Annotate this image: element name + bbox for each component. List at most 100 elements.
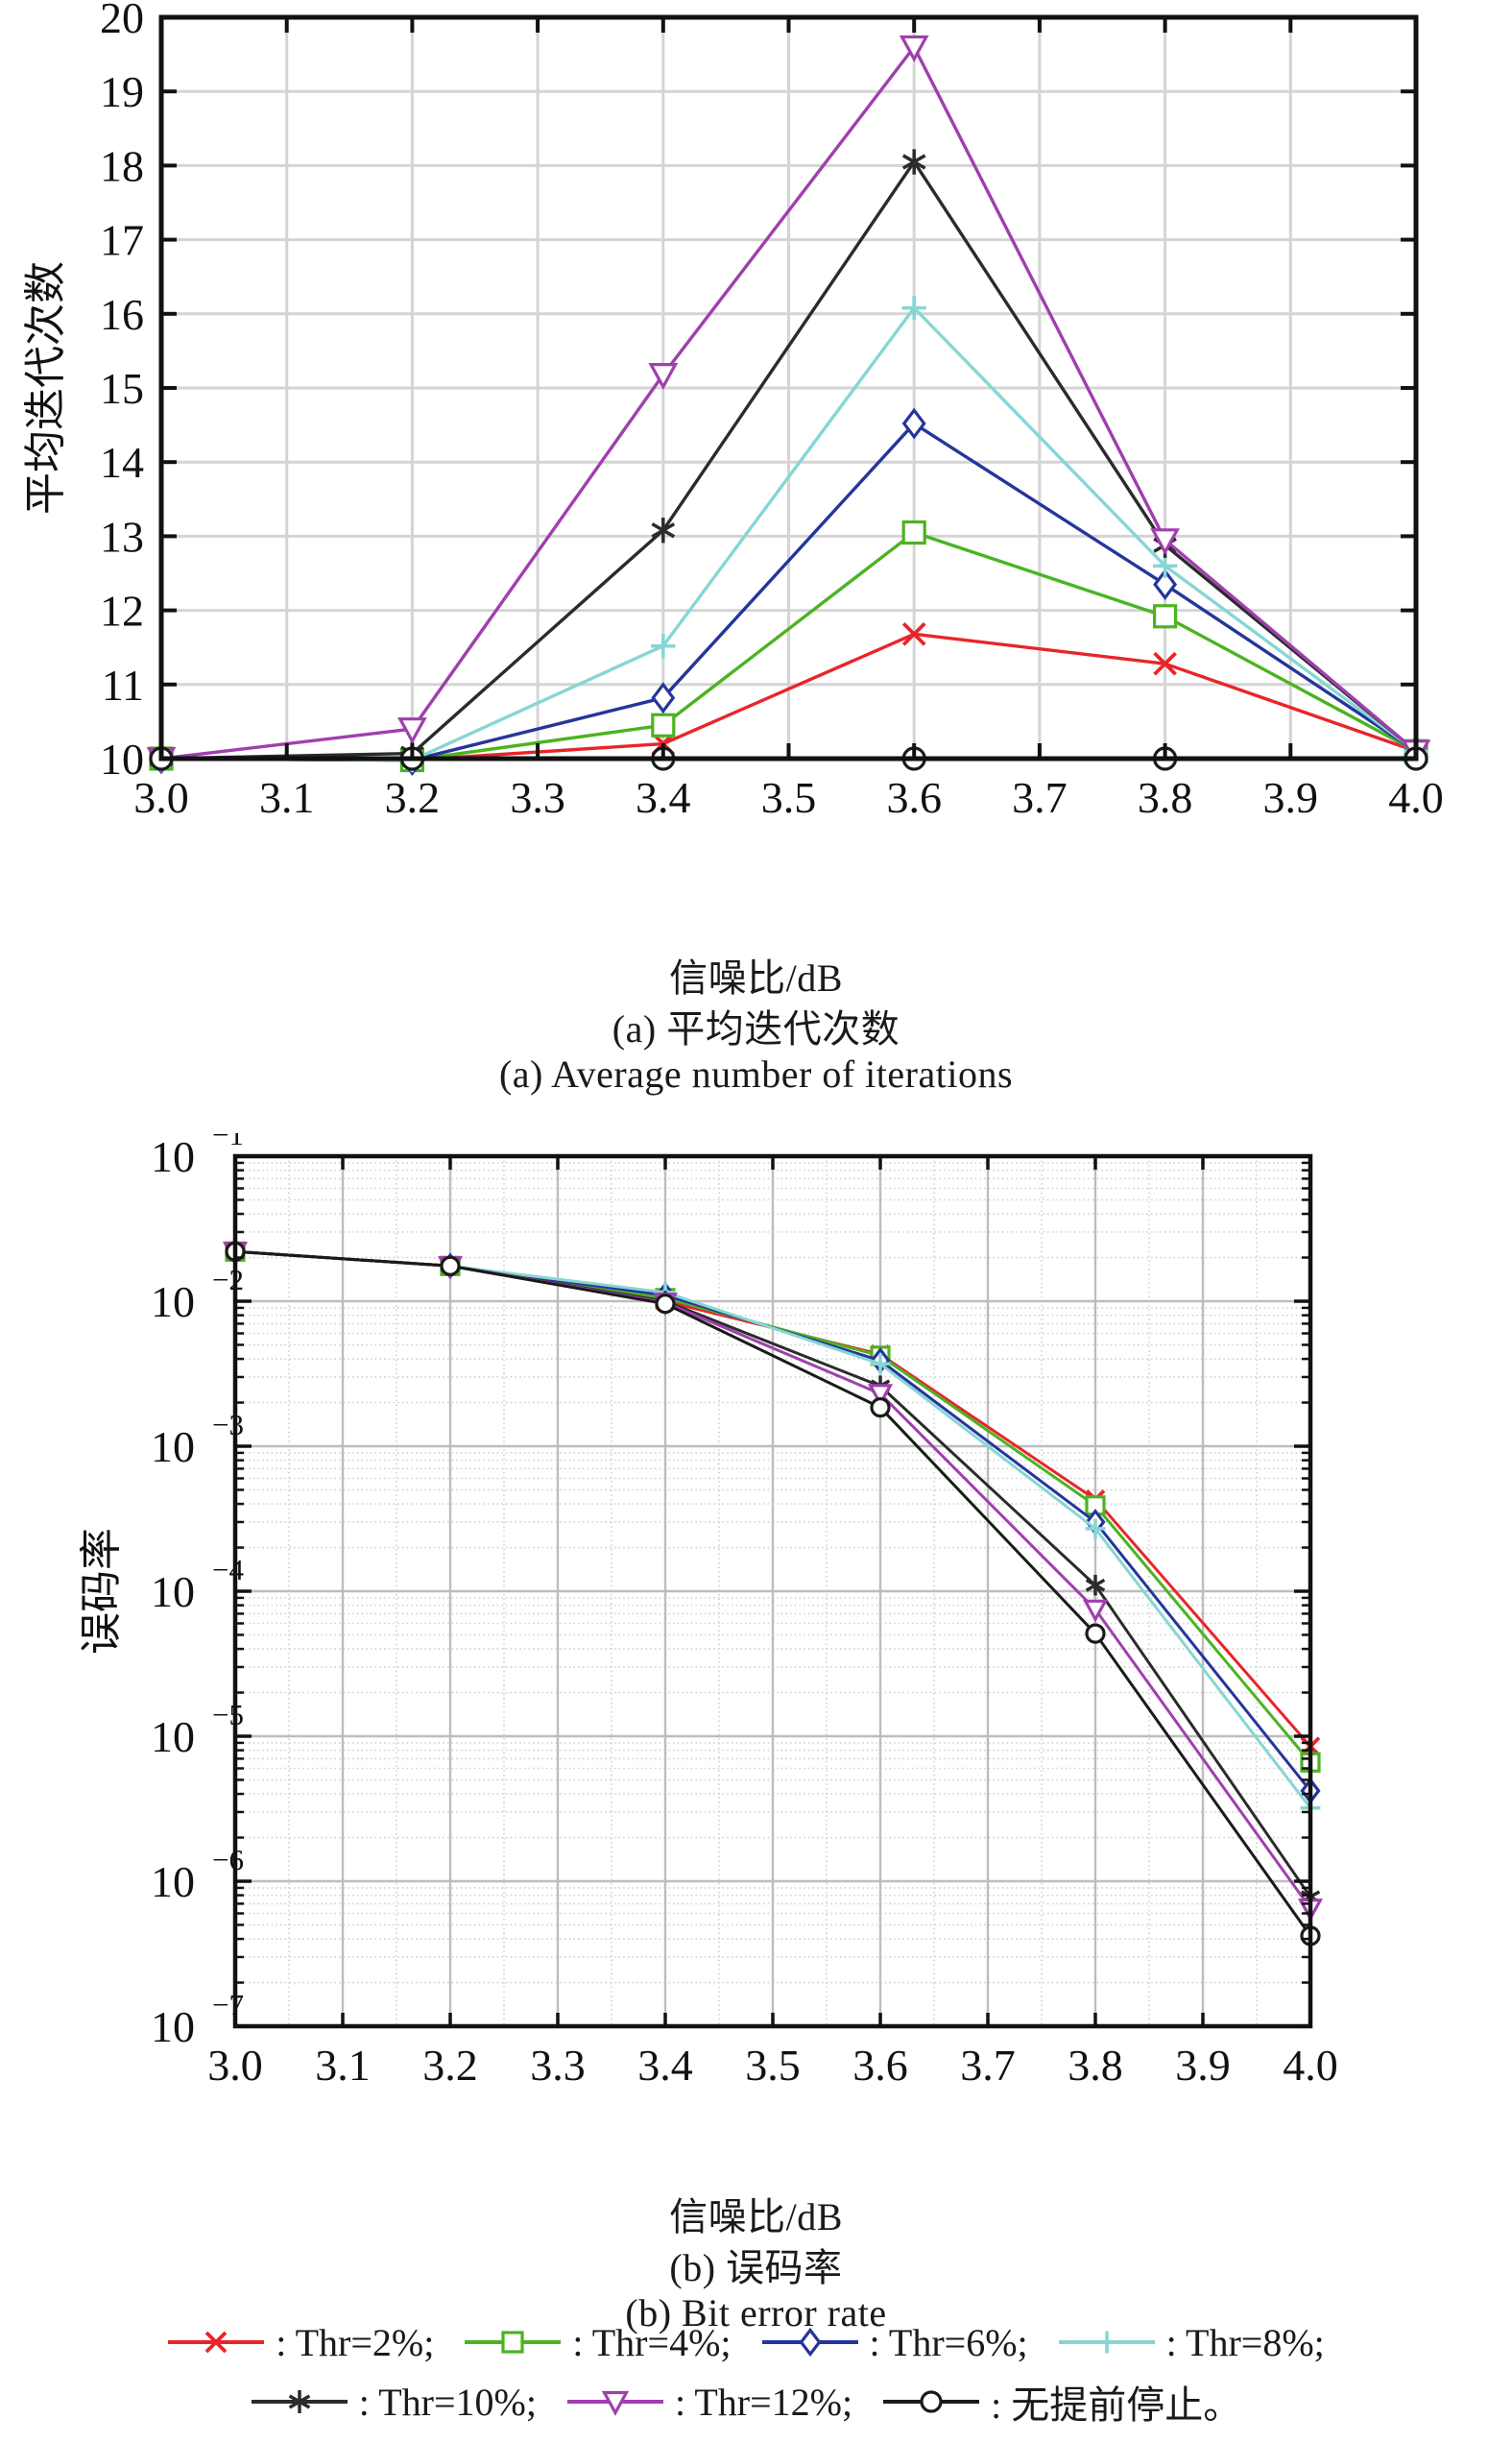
asterisk-marker: [288, 2390, 311, 2413]
chart-a: 3.0 3.1 3.2 3.3 3.4 3.5 3.6 3.7 3.8 3.9 4.0 10 11 12 1…: [22, 0, 1444, 822]
legend-entry: : Thr=4%;: [459, 2320, 756, 2365]
y-tick-label: 11: [102, 661, 144, 710]
x-marker: [1153, 651, 1177, 676]
panel-b-xlabel: 信噪比/dB: [669, 2195, 843, 2238]
svg-text:10: 10: [151, 1422, 195, 1471]
x-marker: [204, 2331, 228, 2354]
x-tick-label: 3.5: [745, 2041, 801, 2090]
circle-marker: [1085, 1623, 1106, 1644]
diamond-marker: [651, 682, 676, 714]
plus-marker: [651, 634, 676, 659]
svg-text:10: 10: [151, 1133, 195, 1181]
legend-x-marker: [168, 2331, 265, 2354]
asterisk-marker: [651, 518, 676, 544]
y-tick-label: 10 −1: [151, 1133, 244, 1181]
legend-entry: : Thr=8%;: [1053, 2320, 1350, 2365]
svg-text:10: 10: [151, 1857, 195, 1906]
legend-entry: : Thr=12%;: [562, 2380, 877, 2425]
square-marker: [901, 520, 926, 545]
panel-b-caption: (b) 误码率 (b) Bit error rate: [0, 2245, 1512, 2335]
x-tick-label: 3.1: [315, 2041, 371, 2090]
chart-b: 3.0 3.1 3.2 3.3 3.4 3.5 3.6 3.7 3.8 3.9 4.010 −110−…: [78, 1133, 1338, 2090]
panel-a-caption-cn: (a) 平均迭代次数: [612, 1007, 900, 1051]
y-tick-label: 10 −2: [151, 1263, 244, 1326]
y-tick-label: 16: [100, 290, 144, 339]
plus-marker: [901, 295, 926, 321]
svg-text:−7: −7: [212, 1988, 244, 2021]
x-tick-label: 4.0: [1283, 2041, 1338, 2090]
square-marker: [501, 2331, 524, 2354]
x-tick-label: 3.9: [1175, 2041, 1231, 2090]
y-tick-label: 10: [100, 735, 144, 784]
svg-text:−5: −5: [212, 1698, 244, 1731]
legend-plus-marker: [1058, 2331, 1155, 2354]
y-tick-label: 20: [100, 0, 144, 42]
x-tick-label: 3.6: [886, 773, 942, 822]
series-group: [222, 1238, 1324, 1947]
legend-label: : Thr=10%;: [358, 2380, 537, 2424]
y-tick-label: 10 −7: [151, 1988, 244, 2051]
x-tick-label: 3.1: [259, 773, 315, 822]
circle-marker: [870, 1397, 891, 1418]
panel-a-caption-en: (a) Average number of iterations: [498, 1052, 1014, 1097]
diamond-marker: [1153, 568, 1178, 600]
panel-b-xaxis-title: 信噪比/dB: [0, 2194, 1512, 2239]
x-tick-label: 3.3: [530, 2041, 586, 2090]
grid-lines: [235, 1156, 1310, 2026]
x-tick-label: 3.9: [1263, 773, 1319, 822]
x-tick-label: 3.2: [385, 773, 441, 822]
legend-circle-marker: [883, 2390, 980, 2413]
legend-label: : Thr=2%;: [276, 2320, 435, 2364]
legend-entry: : Thr=10%;: [246, 2380, 562, 2425]
legend-row: : Thr=10%; : Thr=12%; : 无提前停止。: [0, 2372, 1512, 2431]
panel-a: 3.0 3.1 3.2 3.3 3.4 3.5 3.6 3.7 3.8 3.9 4.0 10 11 12 1…: [0, 0, 1512, 1133]
svg-text:10: 10: [151, 2002, 195, 2051]
panel-a-xlabel: 信噪比/dB: [669, 956, 843, 1000]
x-tick-label: 3.8: [1138, 773, 1193, 822]
x-tick-label: 3.5: [761, 773, 817, 822]
diamond-marker: [901, 407, 926, 440]
figure-legend: : Thr=2%; : Thr=4%; : Thr=6%; : Thr=8%; : Th…: [0, 2312, 1512, 2431]
x-tick-label: 3.4: [637, 2041, 693, 2090]
x-tick-label: 4.0: [1388, 773, 1444, 822]
legend-entry: : Thr=2%;: [162, 2320, 459, 2365]
axis-ticks: [233, 1154, 1312, 2028]
circle-marker: [920, 2390, 943, 2413]
legend-label: : Thr=8%;: [1165, 2320, 1325, 2364]
plus-marker: [870, 1353, 891, 1374]
legend-asterisk-marker: [251, 2390, 348, 2413]
triangle-down-marker: [867, 1384, 894, 1408]
circle-marker: [655, 1294, 676, 1315]
y-tick-label: 10 −4: [151, 1553, 244, 1616]
series-line: [234, 1249, 1312, 1937]
x-tick-label: 3.8: [1068, 2041, 1123, 2090]
circle-marker: [440, 1255, 461, 1276]
x-tick-label: 3.0: [133, 773, 189, 822]
y-tick-label: 10 −3: [151, 1408, 244, 1471]
axis-ticks: [159, 15, 1418, 761]
x-tick-label: 3.6: [852, 2041, 908, 2090]
asterisk-marker: [1085, 1574, 1106, 1596]
y-tick-label: 13: [100, 512, 144, 561]
x-tick-label: 3.7: [960, 2041, 1016, 2090]
axis-tick-labels: 3.0 3.1 3.2 3.3 3.4 3.5 3.6 3.7 3.8 3.9 4.010 −110−…: [151, 1133, 1338, 2090]
legend-label: : 无提前停止。: [991, 2383, 1242, 2427]
y-tick-label: 15: [100, 364, 144, 413]
svg-text:10: 10: [151, 1567, 195, 1616]
svg-text:−4: −4: [212, 1553, 244, 1586]
y-tick-label: 12: [100, 587, 144, 636]
triangle-down-marker: [1150, 528, 1180, 556]
panel-b: 3.0 3.1 3.2 3.3 3.4 3.5 3.6 3.7 3.8 3.9 4.0 10 −1 10−…: [0, 1133, 1512, 2334]
triangle-down-marker: [397, 717, 427, 745]
legend-label: : Thr=4%;: [572, 2320, 732, 2364]
y-tick-label: 10 −5: [151, 1698, 244, 1761]
axis-tick-labels: 3.0 3.1 3.2 3.3 3.4 3.5 3.6 3.7 3.8 3.9 4.0 10 11 12 1…: [100, 0, 1444, 822]
svg-text:10: 10: [151, 1277, 195, 1326]
panel-a-caption: (a) 平均迭代次数 (a) Average number of iterati…: [0, 1006, 1512, 1097]
svg-text:10: 10: [151, 1712, 195, 1761]
square-marker: [1152, 604, 1178, 629]
x-tick-label: 3.3: [510, 773, 565, 822]
legend-triangle-down-marker: [566, 2390, 663, 2416]
legend-label: : Thr=6%;: [869, 2320, 1028, 2364]
